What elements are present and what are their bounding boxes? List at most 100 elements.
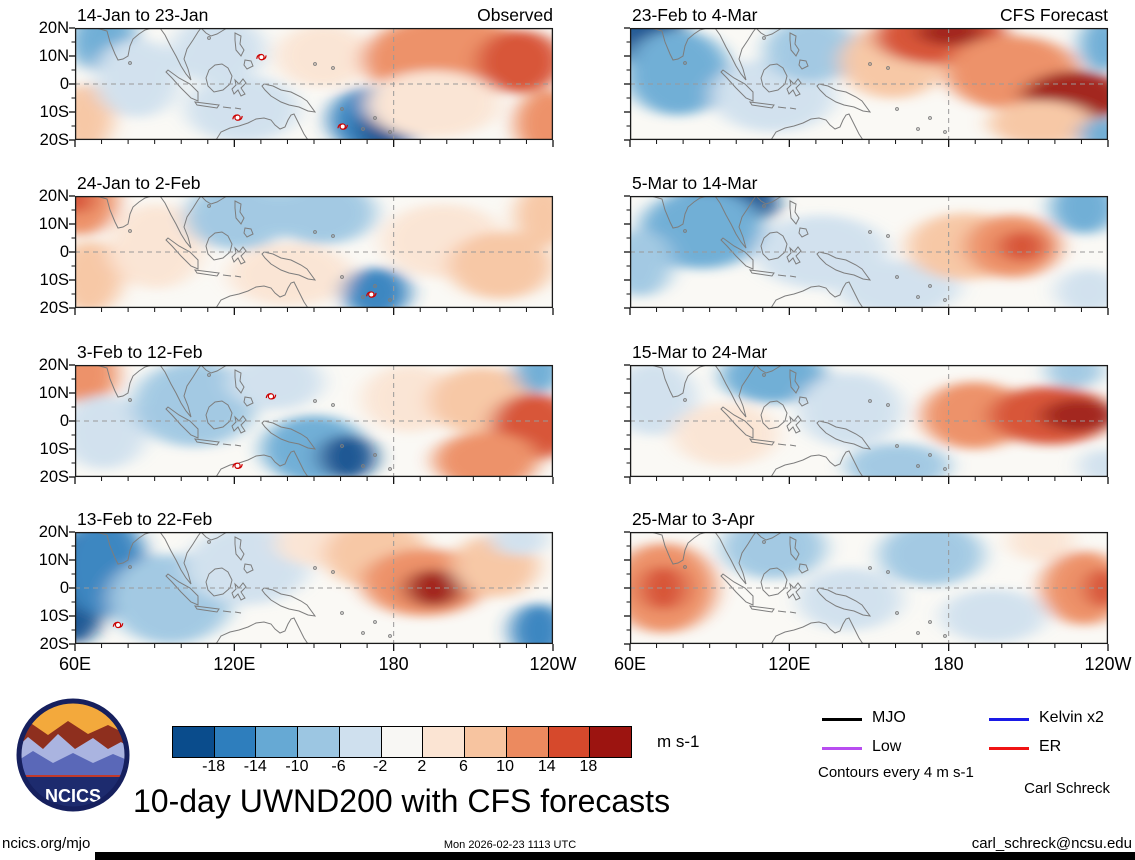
y-axis-label: 20S [39,635,69,653]
footer-email-text: carl_schreck@ncsu.edu [971,835,1132,852]
colorbar-tick-label: -2 [373,758,388,775]
panel-border [74,27,554,141]
legend-line-mjo [822,718,862,721]
ncics-logo: NCICS [16,698,130,812]
axis-ticks [624,27,1109,147]
tropical-cyclone-icon [232,114,243,121]
legend-label: Low [872,738,902,755]
y-axis-label: 10N [38,384,69,402]
legend-line-low [822,747,862,750]
coastline [95,365,392,477]
y-axis-label: 10S [39,103,69,121]
x-axis-label: 120E [213,654,256,674]
axis-ticks [624,364,1109,484]
panel-border [629,195,1109,309]
colorbar-tick-label: 6 [459,758,468,775]
map-panel-obs-3 [69,364,554,484]
coastline [650,196,947,308]
axis-ticks [624,531,1109,651]
panel-border [629,531,1109,645]
colorbar-tick-label: 14 [537,758,556,775]
panel-border [74,364,554,478]
y-axis-label: 0 [59,412,69,430]
y-axis-label: 10S [39,607,69,625]
anomaly-field [75,196,553,308]
y-axis-label: 10N [38,47,69,65]
x-axis-label: 180 [933,654,964,674]
panel-border [74,531,554,645]
axis-ticks [69,195,554,315]
colorbar [172,726,632,758]
y-axis-label: 20S [39,299,69,317]
panel-border [74,195,554,309]
anomaly-field [630,532,1108,643]
map-panel-fcst-2 [624,195,1109,315]
map-panel-fcst-1 [624,27,1109,147]
axis-ticks [69,27,554,147]
axis-ticks [69,531,554,651]
panel-border [629,27,1109,141]
y-axis-label: 20N [38,356,69,374]
map-panel-fcst-3 [624,364,1109,484]
y-axis-label: 10N [38,551,69,569]
colorbar-tick-label: 10 [496,758,514,775]
y-axis-label: 10S [39,271,69,289]
coastline [650,532,947,644]
panel-border [629,364,1109,478]
map-panel-obs-4 [69,531,554,651]
x-axis-label: 120E [768,654,811,674]
axis-ticks [69,364,554,484]
y-axis-label: 0 [59,243,69,261]
panel-title: 3-Feb to 12-Feb [77,342,203,362]
y-axis-label: 10S [39,440,69,458]
panel-title: 5-Mar to 14-Mar [632,173,758,193]
colorbar-cell [548,727,591,757]
colorbar-tick-label: -6 [331,758,346,775]
map-panel-obs-1 [69,27,554,147]
x-axis-label: 60E [613,654,647,674]
x-axis-label: 120W [529,654,577,674]
legend-label: Kelvin x2 [1039,709,1104,726]
y-axis-label: 10N [38,215,69,233]
legend-label: ER [1039,738,1062,755]
footer-site-text: ncics.org/mjo [2,835,91,852]
colorbar-tick-label: 2 [417,758,427,775]
panel-title: 25-Mar to 3-Apr [632,509,755,529]
colorbar-tick-label: 18 [579,758,598,775]
colorbar-tick-label: -10 [285,758,309,775]
colorbar-cell [590,727,632,757]
coastline [95,28,392,140]
colorbar-cell [256,727,299,757]
tropical-cyclone-icon [256,53,267,61]
x-axis-label: 180 [378,654,409,674]
colorbar-cell [423,727,466,757]
colorbar-cell [506,727,549,757]
y-axis-label: 20S [39,468,69,486]
x-axis-label: 60E [58,654,92,674]
coastline [95,532,392,644]
units-label: m s-1 [657,732,700,751]
y-axis-label: 0 [59,579,69,597]
logo-text: NCICS [45,786,101,806]
logo-ring [16,698,130,812]
legend-label: MJO [872,709,906,726]
anomaly-field [75,28,553,140]
legend-line-er [989,747,1029,750]
bottom-bar [95,852,1135,860]
y-axis-label: 20N [38,187,69,205]
colorbar-cell [465,727,507,757]
anomaly-field [75,532,553,644]
panel-corner-label: Observed [477,5,553,25]
anomaly-field [630,28,1108,140]
colorbar-cell [298,727,340,757]
tropical-cyclone-icon [366,291,377,298]
y-axis-label: 20N [38,19,69,37]
panel-title: 14-Jan to 23-Jan [77,5,209,25]
figure-title: 10-day UWND200 with CFS forecasts [133,783,671,819]
y-axis-label: 20N [38,523,69,541]
tropical-cyclone-icon [232,462,243,470]
axis-ticks [624,195,1109,315]
y-axis-label: 20S [39,131,69,149]
colorbar-tick-label: -14 [243,758,267,775]
